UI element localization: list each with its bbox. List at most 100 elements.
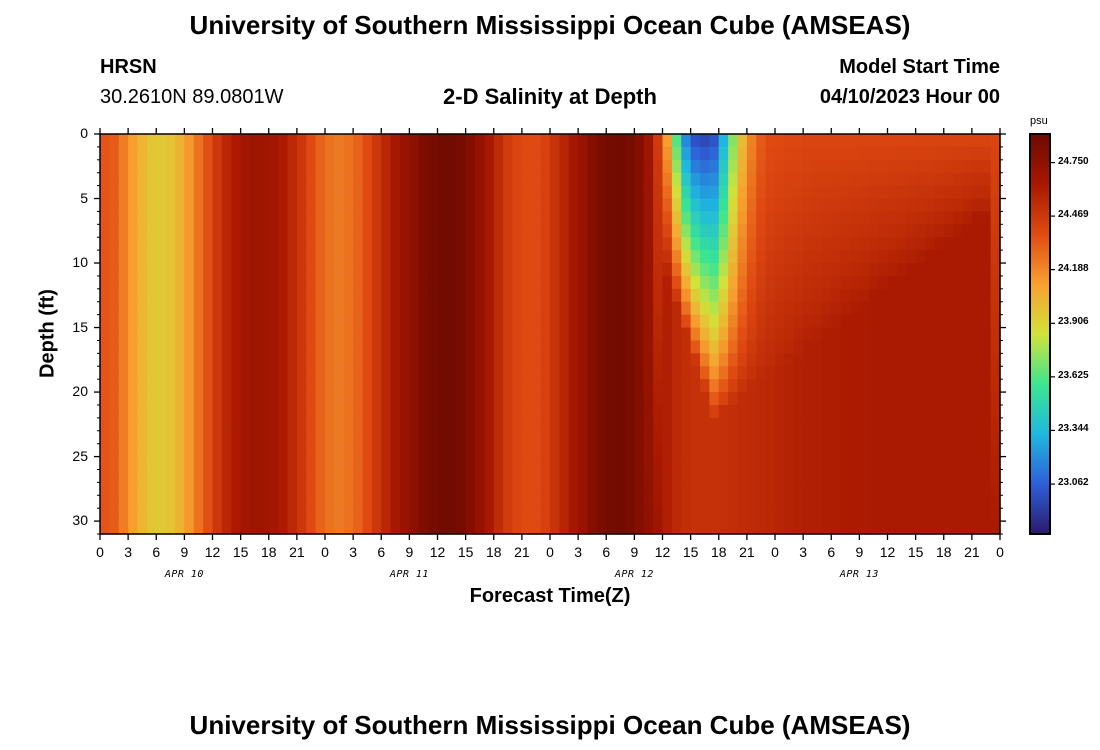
heatmap-cell — [437, 353, 448, 367]
heatmap-cell — [100, 456, 110, 471]
heatmap-cell — [850, 417, 860, 432]
heatmap-cell — [596, 134, 607, 148]
heatmap-cell — [840, 417, 851, 432]
heatmap-cell — [325, 443, 335, 458]
heatmap-cell — [821, 185, 832, 200]
heatmap-cell — [540, 430, 551, 445]
heatmap-cell — [212, 430, 223, 445]
heatmap-cell — [718, 521, 729, 535]
heatmap-cell — [784, 495, 795, 509]
heatmap-cell — [643, 224, 654, 238]
heatmap-cell — [550, 185, 560, 200]
heatmap-cell — [568, 146, 579, 161]
heatmap-cell — [165, 172, 176, 187]
heatmap-cell — [287, 469, 298, 483]
heatmap-cell — [456, 482, 467, 496]
heatmap-cell — [475, 521, 485, 535]
heatmap-cell — [990, 353, 1001, 367]
heatmap-cell — [343, 456, 354, 471]
heatmap-cell — [915, 430, 926, 445]
heatmap-cell — [634, 482, 645, 496]
heatmap-cell — [803, 430, 814, 445]
heatmap-cell — [943, 404, 954, 419]
heatmap-cell — [203, 250, 214, 264]
heatmap-cell — [943, 482, 954, 496]
heatmap-cell — [446, 301, 457, 316]
heatmap-cell — [353, 340, 364, 354]
heatmap-cell — [859, 379, 870, 393]
heatmap-cell — [381, 443, 392, 458]
heatmap-cell — [137, 495, 148, 509]
heatmap-cell — [906, 456, 917, 471]
heatmap-cell — [484, 237, 495, 251]
heatmap-cell — [128, 508, 139, 522]
heatmap-cell — [775, 275, 785, 290]
heatmap-cell — [606, 495, 617, 509]
heatmap-cell — [128, 379, 139, 393]
heatmap-cell — [934, 134, 945, 148]
heatmap-cell — [803, 521, 814, 535]
heatmap-cell — [643, 508, 654, 522]
heatmap-cell — [915, 392, 926, 406]
heatmap-cell — [690, 224, 701, 238]
heatmap-cell — [803, 404, 814, 419]
heatmap-cell — [831, 495, 842, 509]
heatmap-cell — [681, 172, 692, 187]
heatmap-cell — [512, 185, 523, 200]
heatmap-cell — [821, 417, 832, 432]
heatmap-cell — [334, 404, 345, 419]
heatmap-cell — [728, 353, 739, 367]
heatmap-cell — [137, 469, 148, 483]
heatmap-cell — [381, 237, 392, 251]
heatmap-cell — [146, 172, 157, 187]
heatmap-cell — [568, 198, 579, 213]
heatmap-cell — [231, 159, 242, 174]
heatmap-cell — [615, 250, 626, 264]
heatmap-cell — [784, 327, 795, 342]
heatmap-cell — [475, 237, 485, 251]
heatmap-cell — [540, 521, 551, 535]
heatmap-cell — [868, 134, 879, 148]
heatmap-cell — [793, 134, 804, 148]
heatmap-cell — [109, 495, 120, 509]
heatmap-cell — [156, 353, 167, 367]
heatmap-cell — [193, 482, 204, 496]
heatmap-cell — [643, 417, 654, 432]
heatmap-cell — [315, 404, 326, 419]
heatmap-cell — [465, 250, 476, 264]
heatmap-cell — [990, 392, 1001, 406]
heatmap-cell — [390, 430, 401, 445]
heatmap-cell — [690, 301, 701, 316]
heatmap-cell — [240, 301, 251, 316]
heatmap-cell — [465, 146, 476, 161]
heatmap-cell — [971, 379, 982, 393]
x-tick-label: 12 — [879, 544, 896, 560]
heatmap-cell — [296, 443, 307, 458]
heatmap-cell — [334, 508, 345, 522]
heatmap-cell — [203, 482, 214, 496]
heatmap-cell — [484, 456, 495, 471]
heatmap-cell — [737, 521, 748, 535]
heatmap-cell — [493, 353, 504, 367]
heatmap-cell — [606, 379, 617, 393]
heatmap-cell — [334, 443, 345, 458]
heatmap-cell — [568, 430, 579, 445]
heatmap-cell — [390, 146, 401, 161]
heatmap-cell — [540, 379, 551, 393]
heatmap-cell — [343, 172, 354, 187]
heatmap-cell — [512, 521, 523, 535]
heatmap-cell — [315, 430, 326, 445]
heatmap-cell — [400, 134, 410, 148]
heatmap-cell — [409, 456, 420, 471]
heatmap-cell — [203, 366, 214, 380]
heatmap-cell — [803, 172, 814, 187]
heatmap-cell — [718, 417, 729, 432]
heatmap-cell — [718, 404, 729, 419]
heatmap-cell — [268, 211, 279, 225]
heatmap-cell — [793, 417, 804, 432]
heatmap-cell — [296, 263, 307, 277]
heatmap-cell — [325, 508, 335, 522]
heatmap-cell — [109, 353, 120, 367]
heatmap-cell — [175, 146, 185, 161]
heatmap-cell — [981, 250, 992, 264]
